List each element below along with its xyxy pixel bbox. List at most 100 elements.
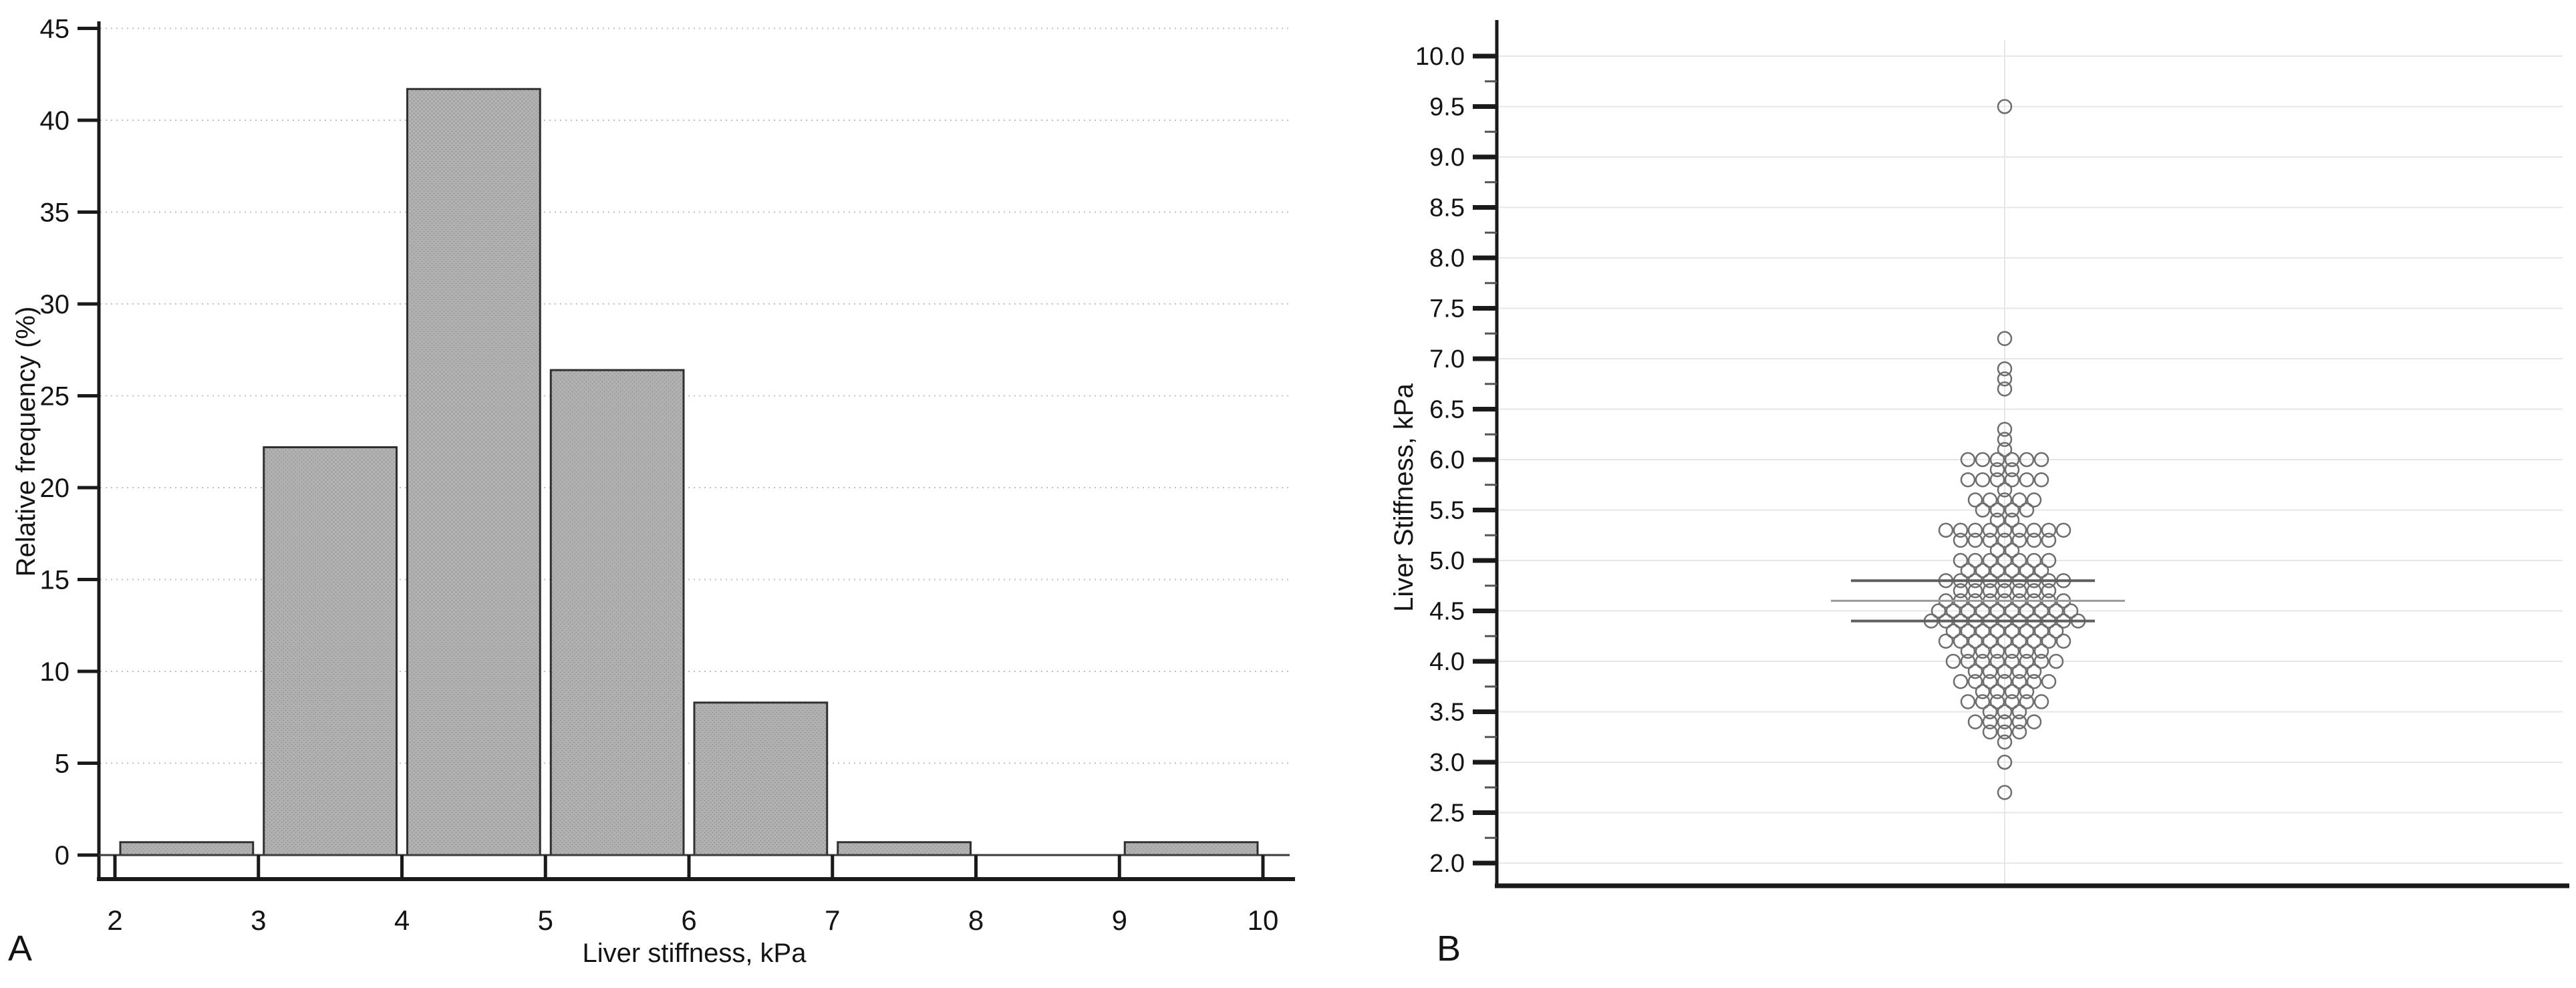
y-tick-label: 8.5 [1429,194,1465,222]
swarm-dot [1989,684,2005,699]
swarm-dot [1960,562,1976,579]
y-tick-label: 9.5 [1429,94,1465,122]
y-tick-label: 2.5 [1429,800,1465,828]
panel-b-tick-labels: 2.0 2.5 3.0 3.5 4.0 4.5 5.0 5.5 6.0 6.5 7.0 7.5 8.0 8… [1415,43,1465,878]
swarm-dot [1975,562,1991,579]
swarm-dot [1930,603,1947,619]
x-tick-label: 9 [1112,904,1127,936]
swarm-dot [2048,623,2064,639]
swarm-dot [1989,512,2005,528]
y-tick-label: 7.0 [1429,345,1465,373]
swarm-dot [2026,583,2042,599]
swarm-dot [2033,562,2049,579]
histogram-bar [1123,841,1259,856]
swarm-dot [1982,724,1998,739]
histogram-bar [549,369,685,856]
swarm-dot [2026,552,2042,568]
panel-b-tick-marks [1473,53,1497,866]
swarm-dot [2041,522,2057,538]
swarm-dot [1982,633,1998,649]
swarm-dot [2026,714,2042,729]
y-tick-label: 9.0 [1429,144,1465,172]
swarm-dot [2011,663,2027,679]
swarm-dot [1975,694,1991,709]
swarm-dot [1945,623,1961,639]
y-tick-label: 0 [55,841,69,870]
y-tick-label: 4.5 [1429,598,1465,626]
swarm-dot [1989,653,2005,669]
y-tick-label: 45 [40,15,70,44]
swarm-dot [2048,653,2064,669]
swarm-dot [2011,583,2027,599]
swarm-dot [1989,623,2005,639]
swarm-dot [1989,502,2005,518]
swarm-dot [2004,643,2020,659]
swarm-dot [1975,623,1991,639]
swarm-dot [2063,603,2079,619]
swarm-dot [2011,532,2027,548]
swarm-dot [2055,633,2071,649]
swarm-dot [2019,562,2035,579]
panel-b-summary-lines [1831,579,2125,623]
swarm-dot [1960,472,1976,488]
swarm-dot [1953,552,1969,568]
swarm-dot [2026,673,2042,689]
swarm-dot [2041,633,2057,649]
swarm-dot [1997,432,2013,448]
y-tick-label: 5 [55,750,69,779]
swarm-dot [1953,522,1969,538]
swarm-dot [2033,603,2049,619]
swarm-dot [2004,562,2020,579]
swarm-dot [1997,482,2013,498]
swarm-dot [1982,583,1998,599]
swarm-dot [2004,512,2020,528]
swarm-dot [1997,663,2013,679]
panel-a-axes [97,21,1295,881]
swarm-dot [1953,532,1969,548]
histogram-bar [406,88,541,856]
swarm-dot [1989,643,2005,659]
panel-a-x-axis-title: Liver stiffness, kPa [583,939,807,968]
swarm-dot [2026,522,2042,538]
swarm-dot [1989,603,2005,619]
x-tick-label: 10 [1248,904,1279,936]
y-tick-label: 5.0 [1429,547,1465,575]
swarm-dot [1997,724,2013,739]
swarm-dot [1982,663,1998,679]
swarm-dot [2026,633,2042,649]
panel-a-y-axis-title: Relative frequency (%) [11,307,41,577]
swarm-dot [2011,724,2027,739]
y-tick-label: 3.0 [1429,749,1465,777]
swarm-dot [2026,492,2042,508]
swarm-dot [1997,704,2013,719]
y-tick-label: 15 [40,566,70,595]
swarm-dot [1997,552,2013,568]
swarm-dot [1989,452,2005,468]
swarm-dot [2019,694,2035,709]
panel-b-gridlines [1498,40,2563,884]
swarm-dot [2033,694,2049,709]
swarm-dot [1945,653,1961,669]
y-tick-label: 10 [40,657,70,687]
swarm-dot [1989,542,2005,558]
y-tick-label: 10.0 [1415,43,1465,71]
swarm-dot [1997,492,2013,508]
swarm-dot [2004,452,2020,468]
swarm-dot [2033,452,2049,468]
swarm-dot [1989,562,2005,579]
swarm-dot [2004,502,2020,518]
swarm-dot [2004,462,2020,478]
swarm-dot [1938,633,1954,649]
y-tick-label: 30 [40,290,70,319]
swarm-dot [1975,452,1991,468]
swarm-dot [2033,472,2049,488]
swarm-dot [1967,522,1983,538]
swarm-dot [1960,603,1976,619]
swarm-dot [1945,603,1961,619]
swarm-dot [2041,583,2057,599]
swarm-dot [2019,643,2035,659]
swarm-dot [2011,714,2027,729]
swarm-dot [2033,653,2049,669]
swarm-dot [1997,422,2013,437]
x-tick-label: 8 [968,904,984,936]
